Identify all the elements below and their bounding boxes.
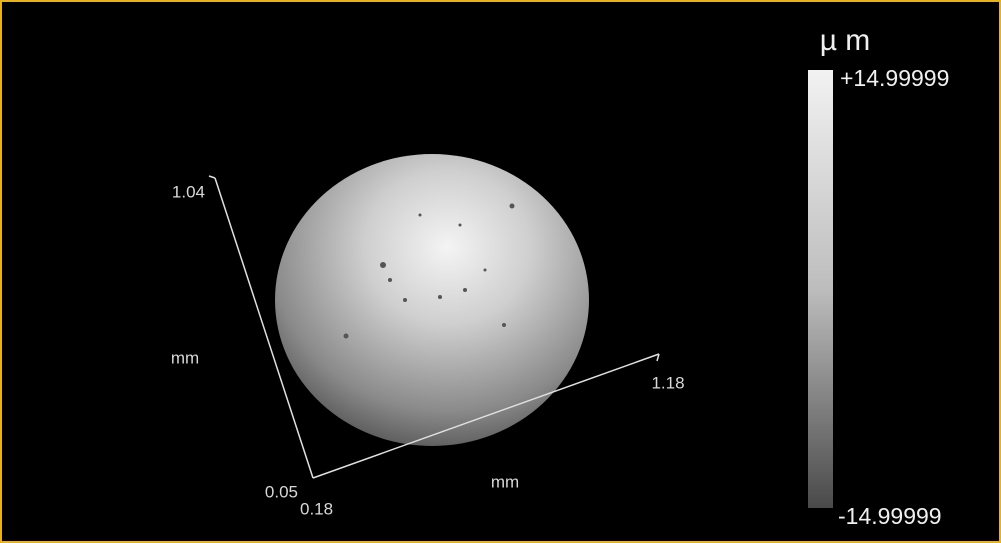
x-axis-max: 1.18 xyxy=(651,373,684,392)
x-axis-unit: mm xyxy=(491,472,519,491)
surface-sphere xyxy=(275,154,589,446)
y-axis-unit: mm xyxy=(171,348,199,367)
y-axis-max: 1.04 xyxy=(172,182,205,201)
color-scale-max: +14.99999 xyxy=(840,65,949,91)
color-scale-bar xyxy=(808,70,833,508)
surface-view: 1.04 mm 0.05 0.18 mm 1.18 µ m +14.99999 … xyxy=(0,0,1001,543)
color-scale-unit: µ m xyxy=(820,24,871,57)
x-axis-min: 0.18 xyxy=(300,499,333,518)
page: {"view": { "y_axis": {"max_label": "1.04… xyxy=(0,0,1001,543)
y-axis-min: 0.05 xyxy=(265,482,298,501)
color-scale-min: -14.99999 xyxy=(838,503,942,529)
